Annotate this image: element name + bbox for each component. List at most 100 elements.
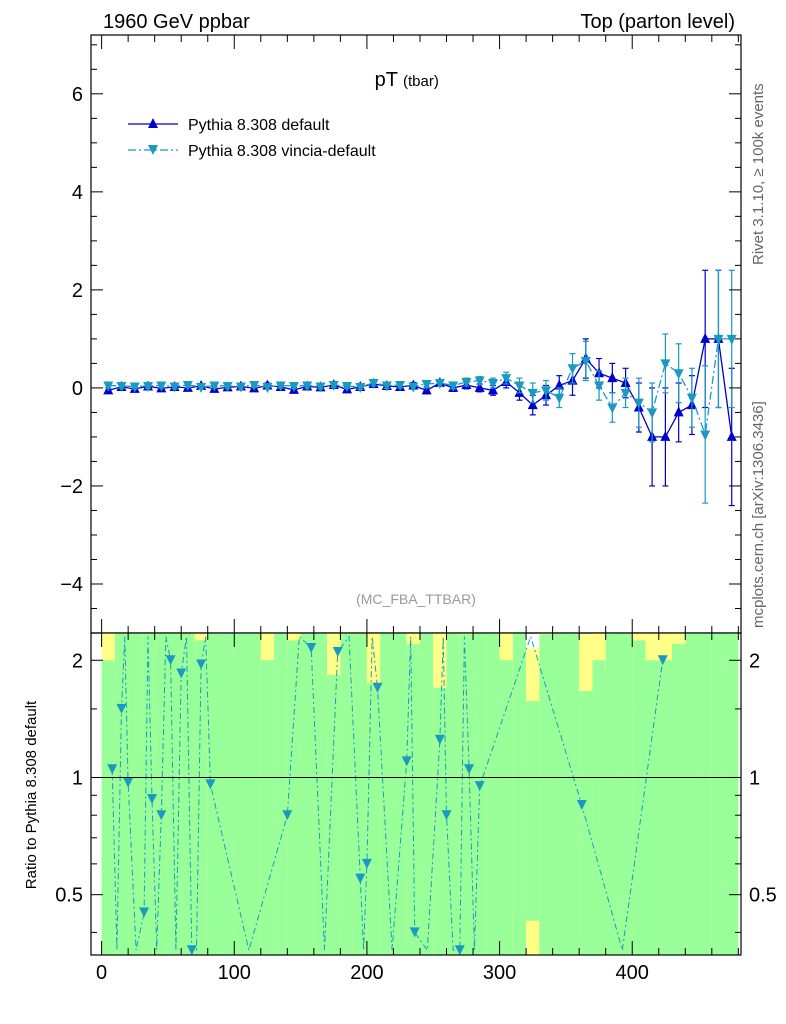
- ratio-marker: [657, 655, 668, 666]
- data-marker: [673, 406, 684, 417]
- ratio-band-inner: [313, 633, 328, 955]
- ratio-marker: [176, 668, 187, 679]
- ratio-marker: [401, 756, 412, 767]
- ratio-y-tick-label: 0.5: [55, 885, 83, 907]
- ratio-y-tick-label-right: 2: [749, 650, 760, 672]
- ratio-marker: [165, 655, 176, 666]
- data-marker: [647, 408, 658, 419]
- data-marker: [660, 359, 671, 370]
- ratio-marker: [196, 659, 207, 670]
- ratio-marker: [282, 810, 293, 821]
- ratio-band-inner: [618, 633, 633, 955]
- ratio-band-inner: [221, 633, 235, 955]
- ratio-marker: [186, 945, 197, 956]
- ratio-band-inner: [274, 633, 288, 955]
- ratio-marker: [434, 734, 445, 745]
- data-marker: [607, 372, 618, 383]
- ratio-band-inner: [698, 633, 712, 955]
- ratio-band-inner: [632, 640, 646, 955]
- data-marker: [103, 381, 114, 392]
- ratio-marker: [441, 810, 452, 821]
- chart-title-sub: (tbar): [403, 73, 439, 90]
- legend: Pythia 8.308 default Pythia 8.308 vincia…: [128, 117, 376, 160]
- ratio-band-inner: [287, 640, 301, 955]
- ratio-band-inner: [685, 633, 699, 955]
- data-marker: [302, 381, 313, 392]
- ratio-band-inner: [645, 660, 659, 955]
- chart-title: pT: [375, 69, 398, 91]
- data-marker: [501, 374, 512, 385]
- ratio-marker: [464, 764, 475, 775]
- data-marker: [541, 386, 551, 397]
- ratio-band-inner: [512, 633, 527, 955]
- ratio-band-inner: [167, 633, 182, 955]
- series-0: [103, 269, 737, 507]
- ratio-marker: [361, 858, 372, 869]
- data-marker: [620, 388, 631, 399]
- ratio-band-inner: [552, 633, 566, 955]
- header-right: Top (parton level): [580, 11, 735, 33]
- ratio-band-inner: [579, 691, 593, 955]
- main-axes: −4 −2 0 2 4 6: [60, 34, 742, 634]
- ratio-marker: [355, 873, 366, 884]
- ratio-band-inner: [393, 633, 407, 955]
- data-marker: [381, 381, 392, 392]
- data-marker: [713, 334, 724, 345]
- ratio-band-inner: [141, 633, 155, 955]
- data-marker: [116, 381, 127, 392]
- data-marker: [143, 381, 154, 392]
- ratio-band-inner: [247, 633, 261, 955]
- data-marker: [527, 388, 538, 399]
- y-tick-label: 6: [72, 84, 83, 106]
- ratio-marker: [576, 799, 587, 810]
- ratio-band-inner: [181, 633, 195, 955]
- ratio-band-inner: [327, 674, 341, 955]
- ratio-band-inner: [260, 660, 275, 955]
- ratio-band-inner: [101, 660, 115, 955]
- data-marker: [275, 381, 286, 392]
- ratio-band-inner: [340, 633, 354, 955]
- ratio-axes: 0 100 200 300 400 0.5 0.5 1 1 2 2: [55, 632, 777, 984]
- ratio-band-inner: [592, 660, 606, 955]
- y-tick-label: 2: [72, 280, 83, 302]
- data-marker: [129, 382, 140, 393]
- ratio-marker: [409, 927, 420, 938]
- ratio-band-inner: [672, 644, 686, 955]
- data-marker: [686, 393, 697, 404]
- data-marker: [395, 380, 406, 391]
- data-marker: [448, 381, 459, 392]
- header-left: 1960 GeV ppbar: [103, 11, 250, 33]
- mcplots-label: mcplots.cern.ch [arXiv:1306.3436]: [750, 401, 767, 628]
- ratio-frame: [90, 632, 742, 956]
- ratio-band-inner: [433, 687, 447, 955]
- x-tick-label: 400: [616, 962, 649, 984]
- ratio-band-inner: [446, 633, 460, 955]
- data-marker: [421, 379, 432, 390]
- data-marker: [368, 379, 379, 390]
- data-marker: [514, 381, 525, 392]
- ratio-y-tick-label: 1: [72, 767, 83, 789]
- ratio-band-inner: [380, 633, 394, 955]
- ratio-band-inner: [128, 633, 142, 955]
- data-marker: [328, 380, 339, 391]
- legend-marker-default: [148, 118, 158, 128]
- data-marker: [315, 382, 326, 393]
- ratio-band-inner: [565, 633, 580, 955]
- data-marker: [288, 381, 299, 392]
- data-marker: [262, 382, 273, 393]
- data-marker: [487, 384, 498, 395]
- ratio-marker: [454, 945, 465, 956]
- legend-marker-vincia: [148, 145, 158, 155]
- data-marker: [726, 430, 737, 441]
- data-marker: [527, 399, 538, 410]
- ratio-ylabel: Ratio to Pythia 8.308 default: [23, 700, 40, 889]
- watermark: (MC_FBA_TTBAR): [356, 591, 476, 607]
- x-tick-label: 300: [483, 962, 516, 984]
- y-tick-label: −4: [60, 574, 83, 596]
- x-tick-label: 100: [218, 962, 251, 984]
- data-marker: [554, 393, 565, 404]
- data-marker: [196, 382, 207, 393]
- ratio-series: [91, 634, 741, 956]
- ratio-band-inner: [486, 633, 500, 955]
